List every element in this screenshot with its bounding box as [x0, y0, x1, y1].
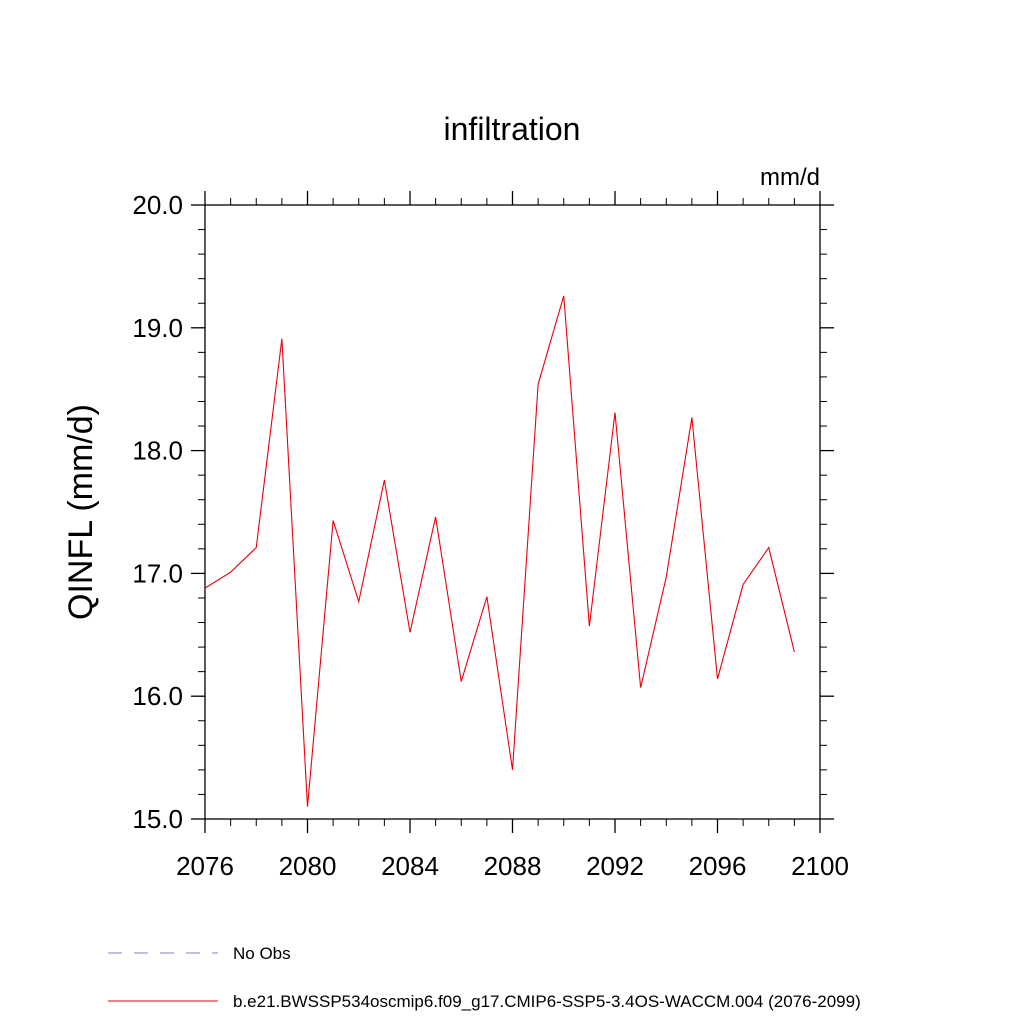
y-tick-label: 15.0: [132, 804, 183, 834]
units-label: mm/d: [760, 164, 820, 191]
y-tick-label: 20.0: [132, 190, 183, 220]
plot-frame: [204, 204, 821, 820]
y-axis-label: QINFL (mm/d): [62, 404, 100, 620]
x-tick-label: 2076: [176, 851, 234, 881]
x-tick-label: 2092: [586, 851, 644, 881]
y-tick-label: 18.0: [132, 436, 183, 466]
x-tick-label: 2084: [381, 851, 439, 881]
x-tick-label: 2088: [484, 851, 542, 881]
y-tick-label: 17.0: [132, 558, 183, 588]
x-tick-label: 2080: [279, 851, 337, 881]
x-tick-label: 2096: [689, 851, 747, 881]
y-tick-label: 19.0: [132, 313, 183, 343]
axis-ticks: 2076 2080 2084 2088 2092 2096 2100 15.0 16.0 17.0…: [132, 190, 849, 881]
legend-label-model-run: b.e21.BWSSP534oscmip6.f09_g17.CMIP6-SSP5…: [233, 992, 861, 1011]
series-lines: [204, 295, 795, 807]
legend: No Obs b.e21.BWSSP534oscmip6.f09_g17.CMI…: [108, 944, 861, 1011]
legend-label-no-obs: No Obs: [233, 944, 291, 963]
y-tick-label: 16.0: [132, 681, 183, 711]
series-line-0: [204, 295, 795, 807]
chart-title: infiltration: [444, 111, 581, 147]
x-tick-label: 2100: [791, 851, 849, 881]
